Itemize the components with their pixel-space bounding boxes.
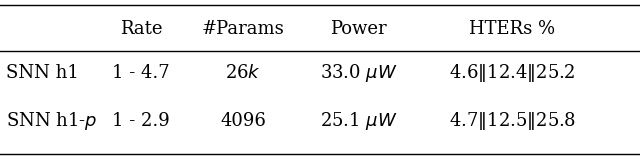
Text: 33.0 $\mu W$: 33.0 $\mu W$ [319,62,397,84]
Text: #Params: #Params [202,20,285,38]
Text: SNN h1: SNN h1 [6,64,79,82]
Text: 1 - 2.9: 1 - 2.9 [112,112,170,130]
Text: Rate: Rate [120,20,162,38]
Text: 4096: 4096 [220,112,266,130]
Text: HTERs %: HTERs % [469,20,555,38]
Text: SNN h1-$p$: SNN h1-$p$ [6,110,98,132]
Text: 26$k$: 26$k$ [225,64,261,82]
Text: 4.6$\|$12.4$\|$25.2: 4.6$\|$12.4$\|$25.2 [449,62,575,84]
Text: 25.1 $\mu W$: 25.1 $\mu W$ [319,110,397,132]
Text: 4.7$\|$12.5$\|$25.8: 4.7$\|$12.5$\|$25.8 [449,110,575,132]
Text: 1 - 4.7: 1 - 4.7 [112,64,170,82]
Text: Power: Power [330,20,387,38]
